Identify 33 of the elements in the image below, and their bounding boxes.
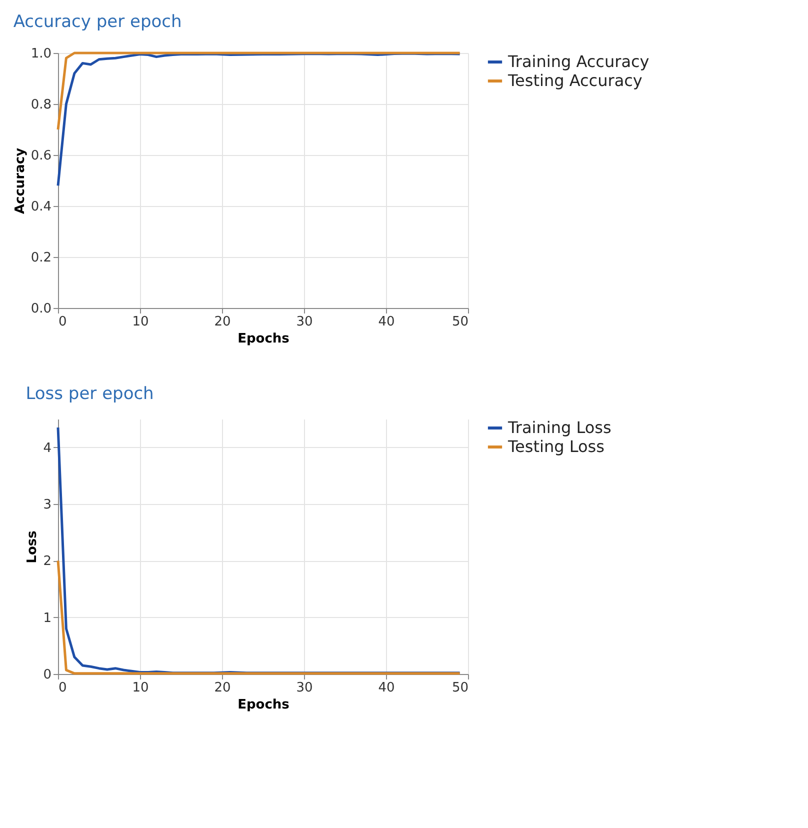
legend-label: Training Accuracy xyxy=(507,52,650,71)
y-tick-label: 1 xyxy=(43,610,52,626)
y-tick-label: 4 xyxy=(43,440,52,456)
y-tick-label: 1.0 xyxy=(30,46,52,62)
legend-label: Training Loss xyxy=(507,418,612,437)
y-tick-label: 2 xyxy=(43,554,52,570)
x-axis-title: Epochs xyxy=(238,332,290,346)
x-tick-label: 20 xyxy=(214,680,231,696)
y-tick-label: 0.6 xyxy=(30,148,52,164)
x-axis-title: Epochs xyxy=(238,698,290,712)
chart-title: Loss per epoch xyxy=(26,384,154,404)
x-tick-label: 30 xyxy=(296,680,313,696)
y-tick-label: 0.2 xyxy=(30,250,52,266)
legend-label: Testing Accuracy xyxy=(507,71,642,90)
x-tick-label: 40 xyxy=(378,680,395,696)
legend-label: Testing Loss xyxy=(507,437,604,456)
x-tick-label: 0 xyxy=(58,314,67,330)
x-tick-label: 10 xyxy=(132,680,149,696)
y-tick-label: 0.4 xyxy=(30,200,52,214)
x-tick-label: 30 xyxy=(296,314,313,330)
x-tick-label: 20 xyxy=(214,314,231,330)
x-tick-label: 40 xyxy=(378,314,395,330)
y-tick-label: 0.8 xyxy=(30,98,52,112)
x-tick-label: 50 xyxy=(452,314,468,330)
y-tick-label: 3 xyxy=(43,498,52,512)
x-tick-label: 10 xyxy=(132,314,149,330)
chart-title: Accuracy per epoch xyxy=(13,12,182,32)
y-tick-label: 0.0 xyxy=(30,302,52,316)
x-tick-label: 0 xyxy=(58,680,67,696)
y-tick-label: 0 xyxy=(43,668,52,682)
x-tick-label: 50 xyxy=(452,680,468,696)
y-axis-title: Loss xyxy=(25,530,40,564)
y-axis-title: Accuracy xyxy=(12,147,28,214)
